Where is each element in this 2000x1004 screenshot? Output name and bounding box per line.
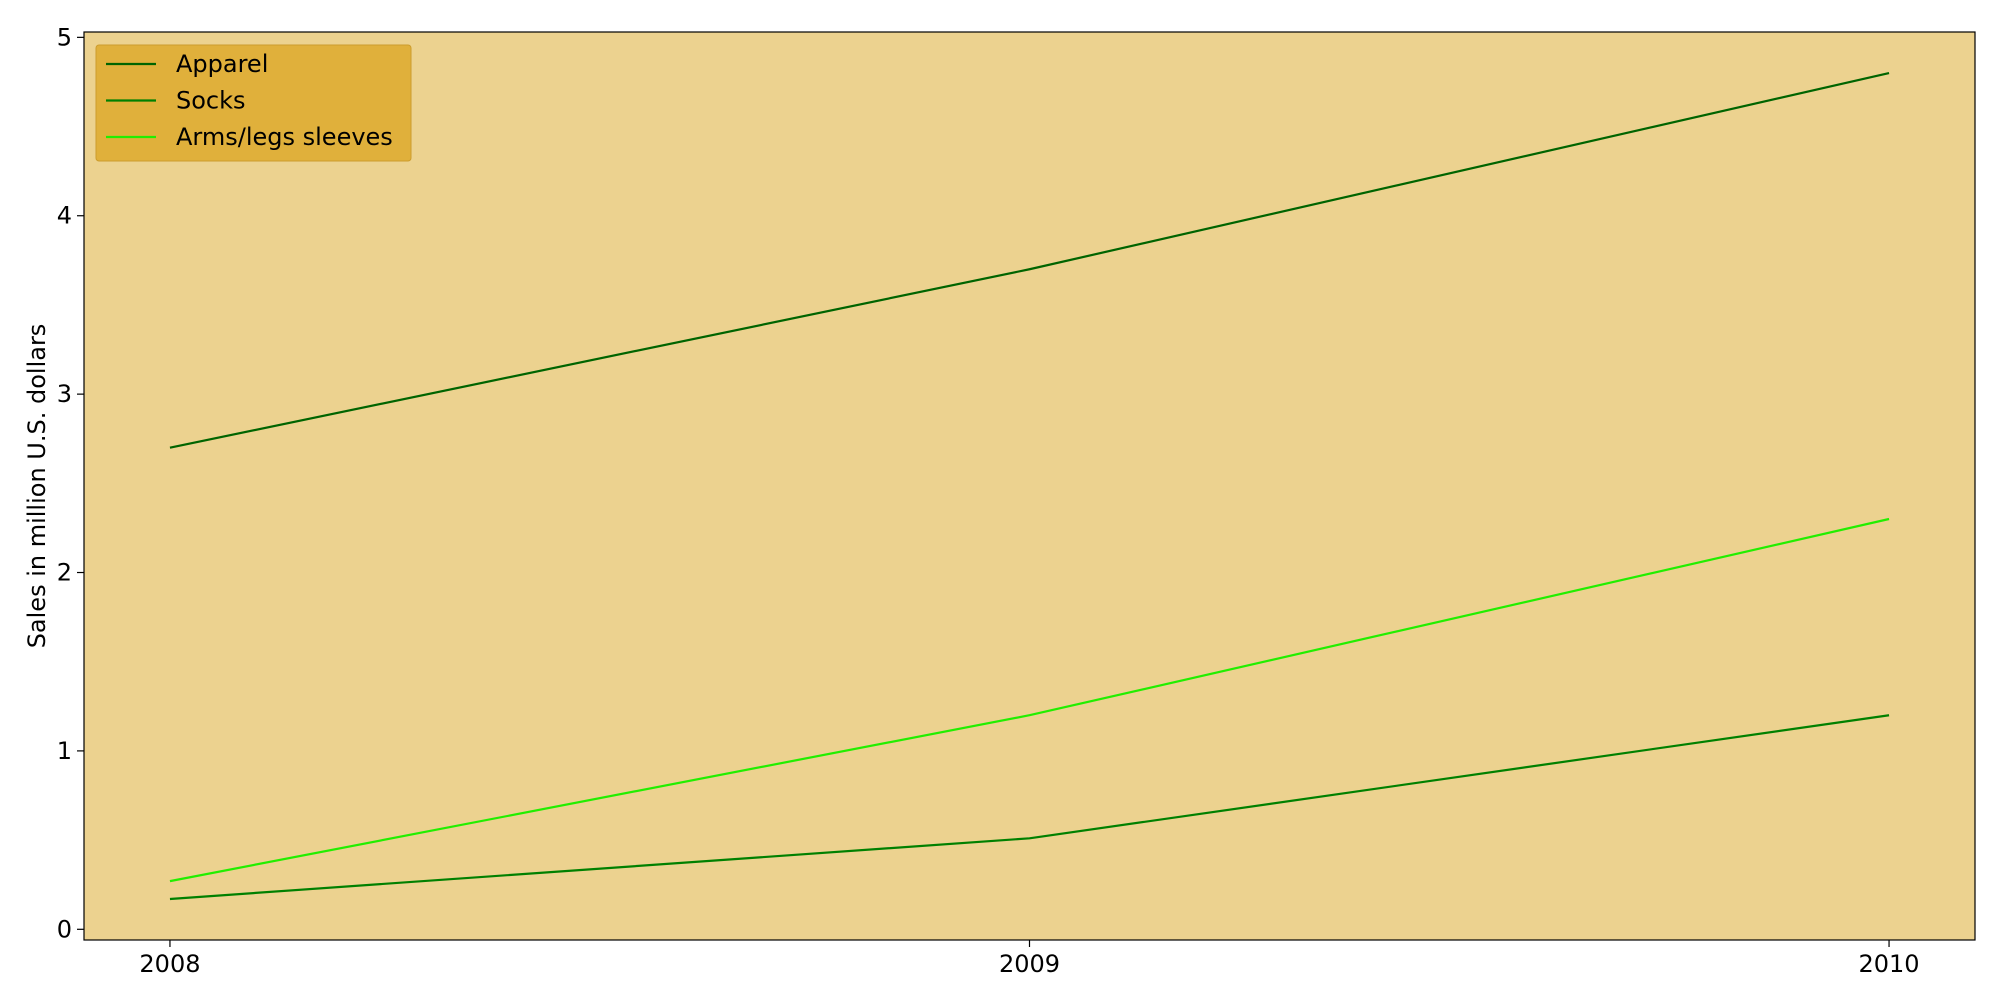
- y-tick-label: 3: [57, 380, 72, 408]
- y-tick-label: 0: [57, 915, 72, 943]
- x-tick-label: 2008: [139, 950, 200, 978]
- legend-label: Socks: [176, 87, 246, 115]
- y-tick-label: 1: [57, 737, 72, 765]
- series-line-arms-legs-sleeves: [169, 517, 1890, 883]
- legend-item-arms-legs-sleeves[interactable]: Arms/legs sleeves: [106, 123, 393, 151]
- legend-box: [95, 44, 412, 162]
- y-tick-label: 4: [57, 202, 72, 230]
- legend-item-socks[interactable]: Socks: [106, 87, 246, 115]
- x-tick-label: 2009: [999, 950, 1060, 978]
- y-axis: 0 1 2 3 4 5: [57, 23, 84, 943]
- y-tick-label: 2: [57, 559, 72, 587]
- legend-label: Arms/legs sleeves: [176, 123, 393, 151]
- legend-item-apparel[interactable]: Apparel: [106, 50, 268, 78]
- plot-area: [84, 32, 1975, 940]
- y-axis-label: Sales in million U.S. dollars: [23, 324, 51, 649]
- x-axis: 2008 2009 2010: [139, 940, 1920, 978]
- legend-label: Apparel: [176, 50, 268, 78]
- plot-frame: [83, 31, 1976, 941]
- series-line-apparel: [169, 71, 1890, 449]
- y-tick-label: 5: [57, 23, 72, 51]
- x-tick-label: 2010: [1859, 950, 1920, 978]
- series-line-socks: [169, 714, 1890, 901]
- series-layer: [169, 71, 1890, 901]
- legend[interactable]: Apparel Socks Arms/legs sleeves: [95, 44, 412, 162]
